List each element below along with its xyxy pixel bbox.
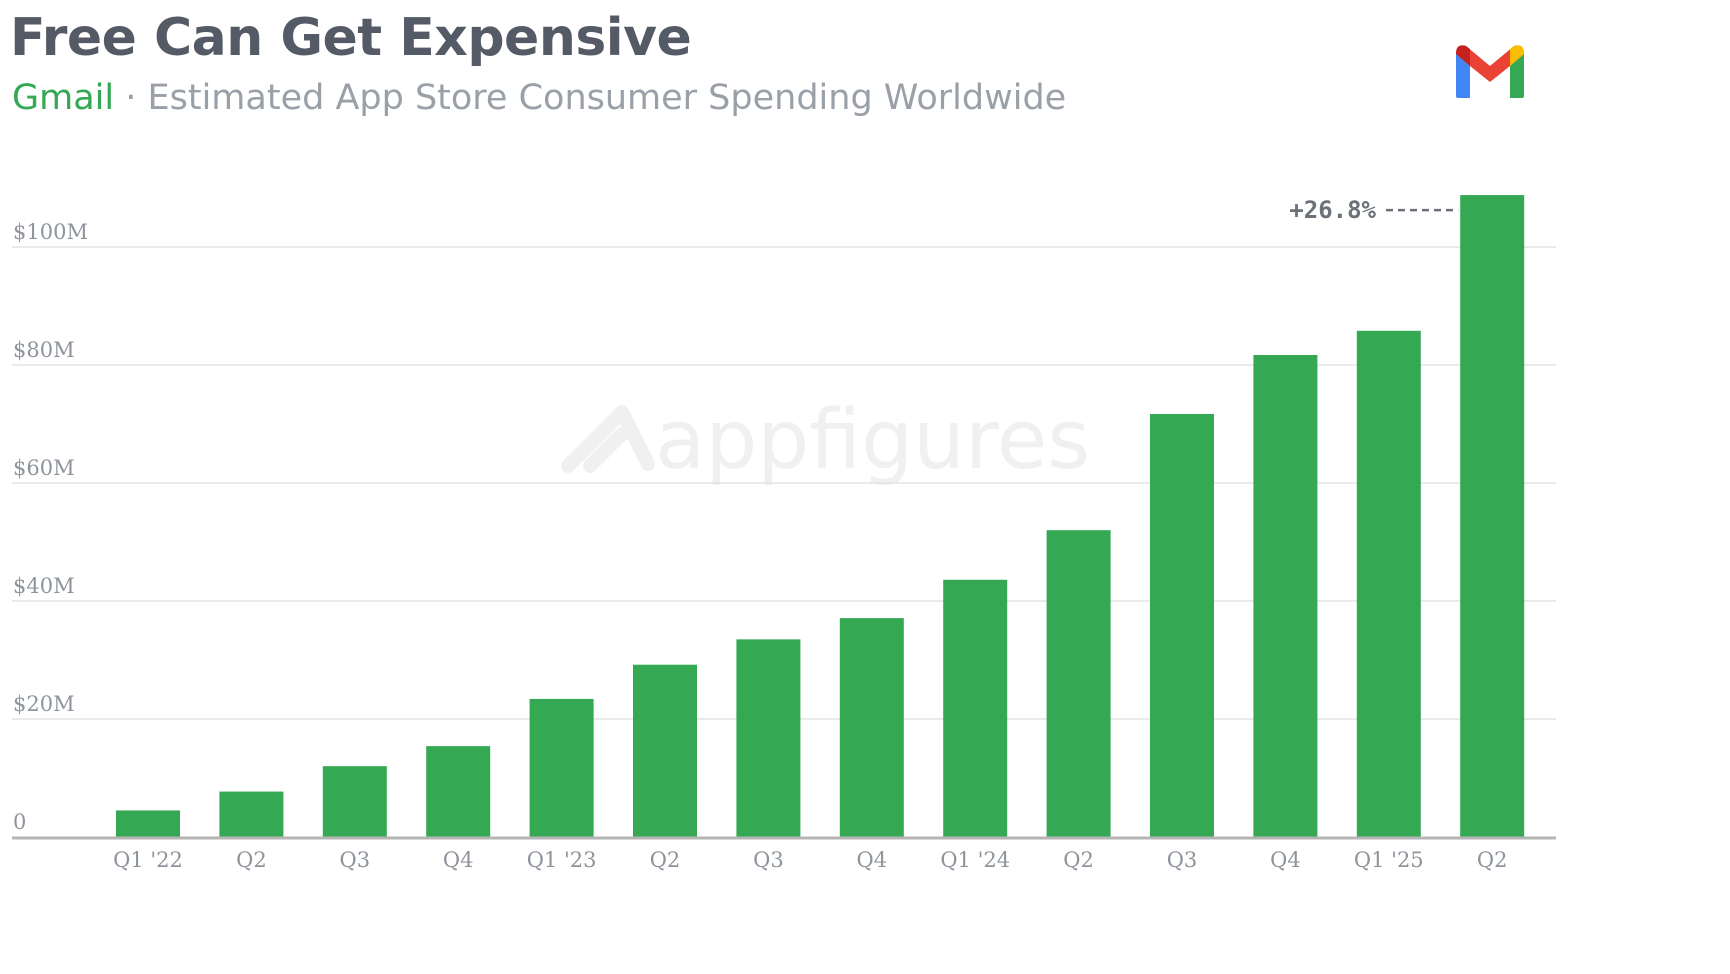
bar [1150,413,1214,837]
x-tick-label: Q4 [857,848,888,872]
bar [1253,354,1318,837]
bar [219,791,284,837]
y-tick-label: 0 [13,810,26,834]
bar [529,698,594,837]
x-axis: Q1 '22 Q2 Q3 Q4 Q1 '23 Q2 Q3 Q4 Q1 '24 Q2 Q3 Q4 Q1 '… [113,848,1507,872]
bar [943,579,1008,837]
x-tick-label: Q2 [1063,848,1094,872]
bar [116,810,180,837]
bar [839,618,904,837]
x-tick-label: Q4 [443,848,474,872]
bar [322,766,387,837]
bars [116,195,1525,837]
growth-annotation: +26.8% [1289,196,1459,224]
x-tick-label: Q4 [1270,848,1301,872]
app-name: Gmail [12,78,115,118]
bar [633,664,697,837]
x-tick-label: Q3 [753,848,784,872]
bar [1046,530,1111,837]
chart-title: Free Can Get Expensive [10,8,692,68]
x-tick-label: Q3 [1167,848,1198,872]
y-tick-label: $100M [13,220,88,244]
y-tick-label: $20M [13,692,75,716]
bar [1460,195,1525,837]
bar [1356,330,1421,837]
annotation-label: +26.8% [1289,196,1376,224]
x-tick-label: Q1 '23 [527,848,597,872]
y-tick-label: $80M [13,338,75,362]
subtitle-separator: · [114,78,148,118]
chart-subtitle: Gmail · Estimated App Store Consumer Spe… [12,78,1066,118]
x-tick-label: Q1 '22 [113,848,183,872]
x-tick-label: Q1 '24 [940,848,1010,872]
bar [426,746,491,837]
y-tick-label: $60M [13,456,75,480]
y-tick-label: $40M [13,574,75,598]
appfigures-logo-icon [561,405,655,473]
x-tick-label: Q3 [340,848,371,872]
x-tick-label: Q2 [236,848,267,872]
subtitle-text: Estimated App Store Consumer Spending Wo… [147,78,1067,118]
x-tick-label: Q2 [650,848,681,872]
gmail-logo-icon [1456,45,1524,98]
bar [736,639,801,837]
watermark-text: appfigures [655,393,1090,488]
x-tick-label: Q1 '25 [1354,848,1424,872]
x-tick-label: Q2 [1477,848,1508,872]
watermark: appfigures [561,393,1090,488]
y-axis: 0 $20M $40M $60M $80M $100M [13,220,88,834]
